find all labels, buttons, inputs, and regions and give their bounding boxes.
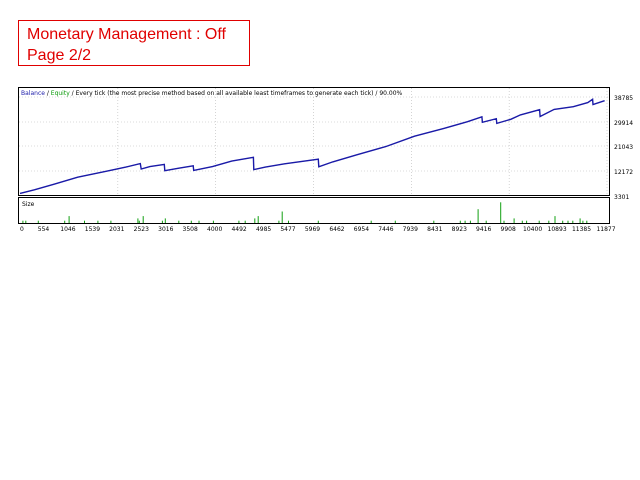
x-tick-label: 554 — [38, 226, 50, 233]
y-tick-label: 12172 — [614, 169, 633, 176]
y-tick-label: 38785 — [614, 95, 633, 102]
size-bar — [257, 216, 259, 223]
x-tick-label: 7939 — [403, 226, 418, 233]
x-tick-label: 5969 — [305, 226, 320, 233]
x-tick-label: 9416 — [476, 226, 491, 233]
size-bar — [212, 220, 214, 223]
size-bar — [370, 220, 372, 223]
size-bar — [142, 216, 144, 223]
size-bar — [477, 209, 479, 223]
balance-series — [19, 98, 605, 195]
x-tick-label: 6462 — [329, 226, 344, 233]
size-bar — [244, 220, 246, 223]
x-tick-label: 8431 — [427, 226, 442, 233]
x-tick-label: 3508 — [183, 226, 198, 233]
legend-balance: Balance — [21, 90, 45, 97]
chart-grid — [19, 88, 609, 195]
size-bar — [521, 220, 523, 223]
size-bar — [459, 220, 461, 223]
size-bar — [394, 220, 396, 223]
size-bar — [317, 220, 319, 223]
chart-description: / Every tick (the most precise method ba… — [70, 90, 403, 97]
size-bar — [84, 220, 85, 223]
legend-equity: Equity — [51, 90, 70, 97]
y-tick-label: 3301 — [614, 194, 629, 201]
size-bar — [503, 220, 505, 223]
x-tick-label: 6954 — [354, 226, 369, 233]
x-tick-label: 10400 — [523, 226, 542, 233]
x-tick-label: 8923 — [452, 226, 467, 233]
size-bar — [22, 220, 24, 223]
size-bar — [281, 211, 283, 223]
size-bars — [22, 202, 588, 223]
size-bar — [526, 220, 528, 223]
x-tick-label: 7446 — [378, 226, 393, 233]
size-bar — [572, 220, 574, 223]
size-bar — [254, 218, 256, 223]
size-bar — [469, 220, 471, 223]
monetary-management-box: Monetary Management : Off Page 2/2 — [18, 20, 250, 66]
size-bar — [586, 220, 588, 223]
size-bar — [37, 220, 39, 223]
size-bar — [278, 220, 280, 223]
y-tick-label: 29914 — [614, 120, 633, 127]
size-bar — [68, 216, 70, 223]
size-bar — [562, 220, 564, 223]
x-tick-label: 10893 — [548, 226, 567, 233]
chart-header: Balance / Equity / Every tick (the most … — [21, 90, 403, 97]
equity-line — [19, 98, 605, 194]
size-bar — [178, 220, 180, 223]
main-chart-frame — [18, 87, 610, 196]
size-bar — [161, 220, 163, 223]
size-bar — [538, 220, 540, 223]
size-bar — [579, 218, 581, 223]
size-bar — [567, 220, 569, 223]
size-bar — [190, 220, 192, 223]
x-tick-label: 2031 — [109, 226, 124, 233]
size-bar — [25, 220, 27, 223]
size-bar — [137, 218, 139, 223]
size-bar — [433, 220, 435, 223]
size-bar — [198, 220, 200, 223]
monetary-management-title: Monetary Management : Off — [27, 26, 226, 43]
x-tick-label: 11385 — [572, 226, 591, 233]
size-bar — [138, 220, 140, 223]
x-tick-label: 3016 — [158, 226, 173, 233]
x-axis-labels: 0 554 1046 1539 2031 2523 3016 3508 4000 4492 4985… — [20, 226, 616, 233]
size-bar — [97, 220, 99, 223]
size-panel-frame — [18, 197, 610, 224]
size-bar — [464, 220, 466, 223]
x-tick-label: 5477 — [280, 226, 295, 233]
size-bar — [548, 220, 550, 223]
x-tick-label: 0 — [20, 226, 24, 233]
balance-line — [19, 98, 605, 195]
x-tick-label: 2523 — [134, 226, 149, 233]
size-bar — [500, 202, 502, 223]
x-tick-label: 1539 — [85, 226, 100, 233]
size-bar — [485, 220, 487, 223]
page-indicator: Page 2/2 — [27, 47, 92, 64]
size-bar — [238, 220, 240, 223]
size-bar — [288, 220, 289, 223]
x-tick-label: 4985 — [256, 226, 271, 233]
y-tick-label: 21043 — [614, 144, 633, 151]
size-bar — [513, 218, 515, 223]
size-bar — [110, 220, 112, 223]
x-tick-label: 4000 — [207, 226, 222, 233]
size-bar — [582, 220, 584, 223]
size-bar — [554, 216, 556, 223]
x-tick-label: 11877 — [596, 226, 615, 233]
x-tick-label: 4492 — [231, 226, 246, 233]
x-tick-label: 1046 — [60, 226, 75, 233]
legend-separator: / — [45, 90, 51, 97]
size-label: Size — [22, 201, 35, 208]
size-bar — [64, 220, 66, 223]
size-bar — [164, 218, 166, 223]
x-tick-label: 9908 — [501, 226, 516, 233]
equity-series — [19, 98, 605, 194]
